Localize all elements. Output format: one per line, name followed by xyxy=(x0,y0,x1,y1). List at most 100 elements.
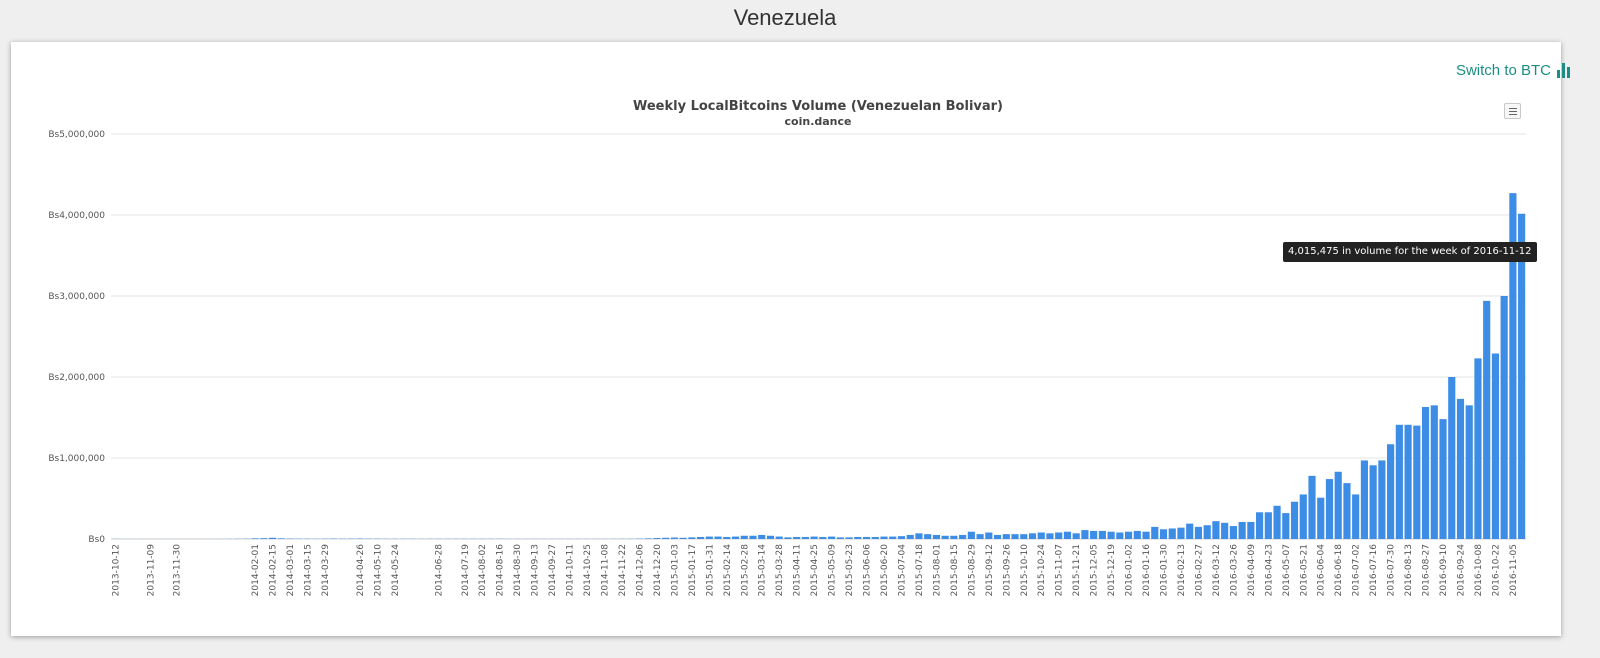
bar[interactable] xyxy=(1125,531,1133,539)
bar[interactable] xyxy=(1282,513,1290,539)
bar[interactable] xyxy=(967,531,975,539)
bar[interactable] xyxy=(1151,526,1159,539)
bar[interactable] xyxy=(941,535,949,539)
bar[interactable] xyxy=(1002,534,1010,539)
bar[interactable] xyxy=(1011,534,1019,539)
chart-menu-button[interactable] xyxy=(1504,103,1521,119)
bar[interactable] xyxy=(1474,358,1482,539)
bar[interactable] xyxy=(723,536,731,539)
bar[interactable] xyxy=(1028,533,1037,539)
bar[interactable] xyxy=(705,536,713,539)
bar[interactable] xyxy=(854,536,862,539)
bar[interactable] xyxy=(688,537,696,539)
bar[interactable] xyxy=(1483,300,1491,539)
bar[interactable] xyxy=(1159,529,1168,539)
bar[interactable] xyxy=(697,536,705,539)
bar[interactable] xyxy=(1404,424,1412,539)
bar[interactable] xyxy=(1090,530,1098,539)
bar[interactable] xyxy=(959,534,967,539)
bar[interactable] xyxy=(862,536,871,539)
bar[interactable] xyxy=(1334,471,1342,539)
bar[interactable] xyxy=(1273,505,1281,539)
bar[interactable] xyxy=(889,536,897,539)
bar[interactable] xyxy=(836,537,844,539)
bar[interactable] xyxy=(1107,531,1115,539)
bar[interactable] xyxy=(251,538,259,539)
bar[interactable] xyxy=(1308,475,1316,539)
bar[interactable] xyxy=(1081,530,1089,539)
bar[interactable] xyxy=(1378,460,1386,539)
bar[interactable] xyxy=(1317,497,1325,539)
bar[interactable] xyxy=(1352,494,1360,539)
bar[interactable] xyxy=(1465,405,1473,539)
bar[interactable] xyxy=(662,537,670,539)
bar[interactable] xyxy=(1020,534,1028,539)
bar[interactable] xyxy=(1116,532,1124,539)
bar[interactable] xyxy=(1133,530,1141,539)
bar[interactable] xyxy=(810,536,818,539)
bar[interactable] xyxy=(985,532,993,539)
bar[interactable] xyxy=(1325,479,1334,539)
bar[interactable] xyxy=(1421,406,1430,539)
bar[interactable] xyxy=(653,538,661,539)
bar[interactable] xyxy=(1343,483,1351,539)
bar[interactable] xyxy=(766,535,775,539)
bar[interactable] xyxy=(1194,526,1203,539)
bar[interactable] xyxy=(269,537,277,539)
bar[interactable] xyxy=(1360,460,1368,539)
bar[interactable] xyxy=(1221,522,1229,539)
bar[interactable] xyxy=(1098,530,1106,539)
bar[interactable] xyxy=(784,537,792,539)
bar[interactable] xyxy=(993,534,1002,539)
bar[interactable] xyxy=(749,535,757,539)
bar[interactable] xyxy=(1491,353,1500,539)
bar[interactable] xyxy=(819,536,827,539)
bar[interactable] xyxy=(670,537,678,539)
bar[interactable] xyxy=(932,534,940,539)
bar[interactable] xyxy=(1518,213,1526,539)
bar[interactable] xyxy=(731,536,740,539)
bar[interactable] xyxy=(1387,444,1395,539)
bar[interactable] xyxy=(906,534,914,539)
bar[interactable] xyxy=(801,536,809,539)
bar[interactable] xyxy=(897,536,906,539)
bar[interactable] xyxy=(871,536,879,539)
bar[interactable] xyxy=(1299,494,1307,539)
bar[interactable] xyxy=(1186,523,1194,539)
bar[interactable] xyxy=(1369,465,1377,539)
bar[interactable] xyxy=(1168,528,1176,539)
bar[interactable] xyxy=(1456,398,1465,539)
bar[interactable] xyxy=(679,537,687,539)
bar[interactable] xyxy=(1256,512,1264,539)
bar[interactable] xyxy=(277,538,285,539)
bar[interactable] xyxy=(1203,525,1211,539)
bar[interactable] xyxy=(1046,533,1054,539)
bar[interactable] xyxy=(1229,526,1237,539)
bar[interactable] xyxy=(976,534,984,539)
bar[interactable] xyxy=(1063,531,1072,539)
bar[interactable] xyxy=(1430,405,1438,539)
bar[interactable] xyxy=(1238,521,1246,539)
bar[interactable] xyxy=(1177,527,1185,539)
bar[interactable] xyxy=(1072,533,1080,539)
bar[interactable] xyxy=(1439,419,1447,539)
switch-to-btc-link[interactable]: Switch to BTC xyxy=(1456,62,1570,79)
bar[interactable] xyxy=(775,536,783,539)
bar[interactable] xyxy=(740,535,748,539)
bar[interactable] xyxy=(1500,296,1508,539)
bar[interactable] xyxy=(1290,501,1299,539)
bar[interactable] xyxy=(1413,425,1421,539)
bar[interactable] xyxy=(950,535,958,539)
bar[interactable] xyxy=(793,536,801,539)
bar[interactable] xyxy=(880,536,888,539)
bar[interactable] xyxy=(1212,521,1220,539)
bar[interactable] xyxy=(714,536,722,539)
bar[interactable] xyxy=(1264,512,1272,539)
bar[interactable] xyxy=(1037,532,1045,539)
bar[interactable] xyxy=(1142,531,1150,539)
bar[interactable] xyxy=(260,538,268,539)
bar[interactable] xyxy=(644,538,652,539)
bar[interactable] xyxy=(1055,532,1063,539)
bar[interactable] xyxy=(1247,521,1255,539)
bar[interactable] xyxy=(828,536,836,539)
